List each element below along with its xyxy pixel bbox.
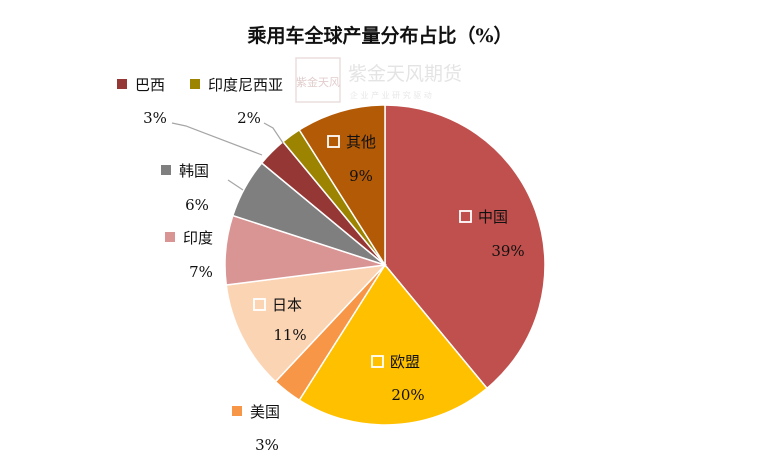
slice-name-6: 巴西 xyxy=(135,76,165,94)
leader-lines xyxy=(171,122,284,191)
legend-marker-4 xyxy=(165,232,175,242)
pie-slice-8 xyxy=(298,104,386,268)
slice-pct-5: 6% xyxy=(185,196,209,214)
pie-slices xyxy=(224,104,546,426)
slice-name-8: 其他 xyxy=(346,133,376,151)
leader-line-6 xyxy=(171,122,263,156)
watermark-tagline: 企 业 产 业 研 究 驱 动 xyxy=(350,90,432,100)
slice-name-2: 美国 xyxy=(250,403,280,421)
legend-marker-6 xyxy=(117,79,127,89)
pie-slice-3 xyxy=(225,263,387,383)
watermark-brand: 紫金天风期货 xyxy=(348,63,462,85)
slice-pct-1: 20% xyxy=(391,386,424,404)
slice-pct-0: 39% xyxy=(491,242,524,260)
slice-pct-4: 7% xyxy=(189,263,213,281)
watermark-logo: 紫金天风 xyxy=(296,75,340,89)
slice-pct-7: 2% xyxy=(237,109,261,127)
slice-name-1: 欧盟 xyxy=(390,353,420,371)
legend-marker-8 xyxy=(327,135,340,148)
slice-name-5: 韩国 xyxy=(179,162,209,180)
slice-pct-2: 3% xyxy=(255,436,279,454)
leader-line-7 xyxy=(263,122,284,144)
pie-slice-0 xyxy=(384,104,546,390)
slice-name-7: 印度尼西亚 xyxy=(208,76,283,94)
legend-marker-2 xyxy=(232,406,242,416)
legend-marker-5 xyxy=(161,165,171,175)
slice-name-0: 中国 xyxy=(478,208,508,226)
slice-pct-6: 3% xyxy=(143,109,167,127)
slice-pct-8: 9% xyxy=(349,167,373,185)
legend-marker-1 xyxy=(371,355,384,368)
slice-pct-3: 11% xyxy=(273,326,306,344)
legend-marker-7 xyxy=(190,79,200,89)
legend-marker-3 xyxy=(253,298,266,311)
pie-slice-1 xyxy=(298,263,489,426)
chart-title: 乘用车全球产量分布占比（%） xyxy=(246,24,512,47)
leader-line-5 xyxy=(227,179,244,191)
watermark: 紫金天风 紫金天风期货 企 业 产 业 研 究 驱 动 xyxy=(295,57,462,103)
slice-name-3: 日本 xyxy=(272,296,302,314)
legend-marker-0 xyxy=(459,210,472,223)
slice-labels: 中国 39% 欧盟 20% 美国 3% 日本 11% 印度 7% 韩国 6% 巴西 3% 印度尼西亚 2% 其他… xyxy=(117,76,525,454)
watermark-logo-frame xyxy=(295,57,341,103)
slice-name-4: 印度 xyxy=(183,229,213,247)
